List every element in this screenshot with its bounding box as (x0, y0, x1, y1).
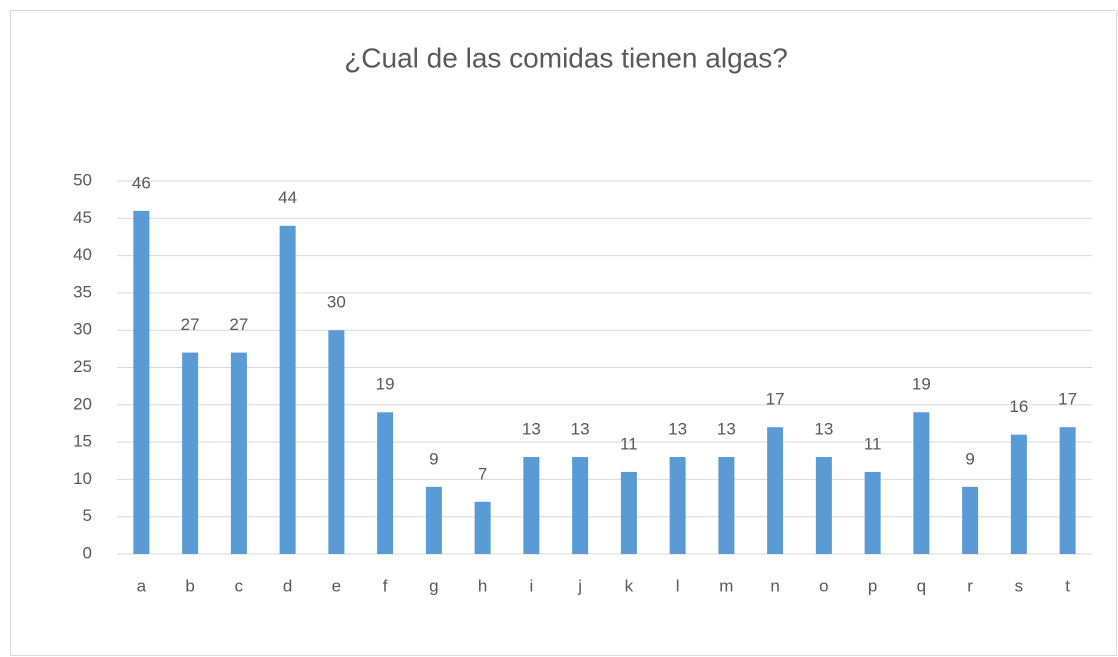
x-tick-label: r (967, 576, 973, 595)
y-tick-label: 50 (73, 170, 92, 189)
data-label: 17 (1058, 390, 1077, 409)
y-tick-label: 0 (83, 543, 92, 562)
x-tick-label: j (577, 576, 582, 595)
x-tick-label: i (529, 576, 533, 595)
x-tick-label: h (478, 576, 487, 595)
x-tick-label: b (185, 576, 194, 595)
bar (425, 486, 442, 554)
bar (133, 210, 150, 554)
chart-border (10, 10, 1117, 656)
bar (279, 225, 296, 554)
data-label: 13 (571, 420, 590, 439)
bar (767, 427, 784, 554)
bar (474, 501, 491, 554)
x-tick-label: p (868, 576, 877, 595)
x-tick-label: f (383, 576, 388, 595)
bar (718, 457, 735, 554)
x-tick-label: t (1065, 576, 1070, 595)
bar (864, 471, 881, 554)
data-label: 13 (668, 420, 687, 439)
data-label: 13 (522, 420, 541, 439)
bar (1010, 434, 1027, 554)
bar (377, 412, 394, 554)
x-tick-label: q (917, 576, 926, 595)
bar (913, 412, 930, 554)
x-tick-label: m (719, 576, 733, 595)
data-label: 16 (1009, 397, 1028, 416)
data-label: 46 (132, 173, 151, 192)
bar (572, 457, 589, 554)
data-label: 11 (620, 434, 638, 453)
bar (1059, 427, 1076, 554)
data-label: 17 (766, 390, 785, 409)
x-tick-label: k (625, 576, 634, 595)
data-label: 7 (478, 464, 487, 483)
bar (523, 457, 540, 554)
data-label: 19 (912, 375, 931, 394)
y-tick-label: 5 (83, 506, 92, 525)
bar (669, 457, 686, 554)
data-label: 13 (717, 420, 736, 439)
y-tick-label: 35 (73, 282, 92, 301)
data-label: 30 (327, 293, 346, 312)
data-label: 19 (376, 375, 395, 394)
data-label: 9 (429, 449, 438, 468)
data-label: 27 (181, 315, 200, 334)
y-tick-label: 10 (73, 469, 92, 488)
bar (815, 457, 832, 554)
bar (182, 352, 199, 554)
y-tick-label: 20 (73, 394, 92, 413)
data-label: 44 (278, 188, 297, 207)
data-label: 13 (814, 420, 833, 439)
x-tick-label: g (429, 576, 438, 595)
x-tick-label: d (283, 576, 292, 595)
y-tick-label: 25 (73, 357, 92, 376)
chart-title: ¿Cual de las comidas tienen algas? (344, 42, 788, 73)
bar (962, 486, 979, 554)
x-tick-label: e (332, 576, 341, 595)
x-tick-label: c (235, 576, 244, 595)
x-tick-label: a (137, 576, 147, 595)
data-label: 27 (229, 315, 248, 334)
bar (620, 471, 637, 554)
y-tick-label: 40 (73, 245, 92, 264)
data-label: 9 (965, 449, 974, 468)
data-label: 11 (864, 434, 882, 453)
x-tick-label: l (676, 576, 680, 595)
bar (230, 352, 247, 554)
x-tick-label: n (770, 576, 779, 595)
bar (328, 330, 345, 554)
y-tick-label: 45 (73, 208, 92, 227)
x-tick-label: o (819, 576, 828, 595)
y-tick-label: 30 (73, 320, 92, 339)
y-tick-label: 15 (73, 432, 92, 451)
x-tick-label: s (1015, 576, 1024, 595)
